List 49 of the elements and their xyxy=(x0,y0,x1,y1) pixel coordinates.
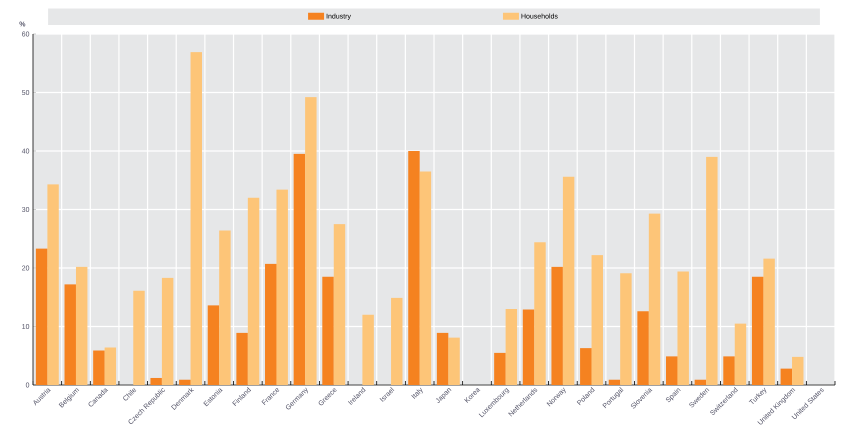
bar xyxy=(150,378,162,385)
bar xyxy=(666,356,678,385)
bar xyxy=(648,214,660,385)
bar xyxy=(780,368,792,385)
bar xyxy=(494,352,506,385)
bar xyxy=(162,278,174,385)
bar xyxy=(723,356,735,385)
bar xyxy=(322,276,334,385)
bar xyxy=(792,356,804,385)
bar xyxy=(236,332,248,385)
bar xyxy=(248,198,260,385)
bar xyxy=(334,224,346,385)
bar xyxy=(276,190,288,385)
bar xyxy=(580,348,592,385)
bar xyxy=(408,150,420,385)
bar xyxy=(551,266,563,385)
bar xyxy=(47,184,59,385)
bar xyxy=(763,258,775,385)
bar xyxy=(694,380,706,385)
bar xyxy=(752,276,764,385)
bar xyxy=(522,310,534,385)
bar xyxy=(190,52,202,385)
bar xyxy=(362,314,374,385)
bar xyxy=(734,324,746,385)
bar xyxy=(677,272,689,385)
bar xyxy=(133,290,145,385)
bar xyxy=(179,380,191,385)
bar xyxy=(620,273,632,385)
bar xyxy=(265,264,276,385)
bar xyxy=(104,348,116,385)
bar xyxy=(93,350,105,385)
bar xyxy=(36,248,48,385)
bar xyxy=(436,332,448,385)
bar xyxy=(64,284,76,385)
bar xyxy=(608,380,620,385)
bar xyxy=(76,266,88,385)
bar xyxy=(208,305,220,385)
bar xyxy=(706,156,718,385)
bar xyxy=(534,242,546,385)
bar xyxy=(592,255,603,385)
bar xyxy=(391,298,402,385)
bar xyxy=(305,97,317,385)
bar xyxy=(294,154,306,385)
bar xyxy=(219,230,231,385)
bar xyxy=(506,308,518,385)
bar xyxy=(562,176,574,385)
bar xyxy=(448,338,460,385)
bar xyxy=(420,171,432,385)
bar xyxy=(637,311,649,385)
